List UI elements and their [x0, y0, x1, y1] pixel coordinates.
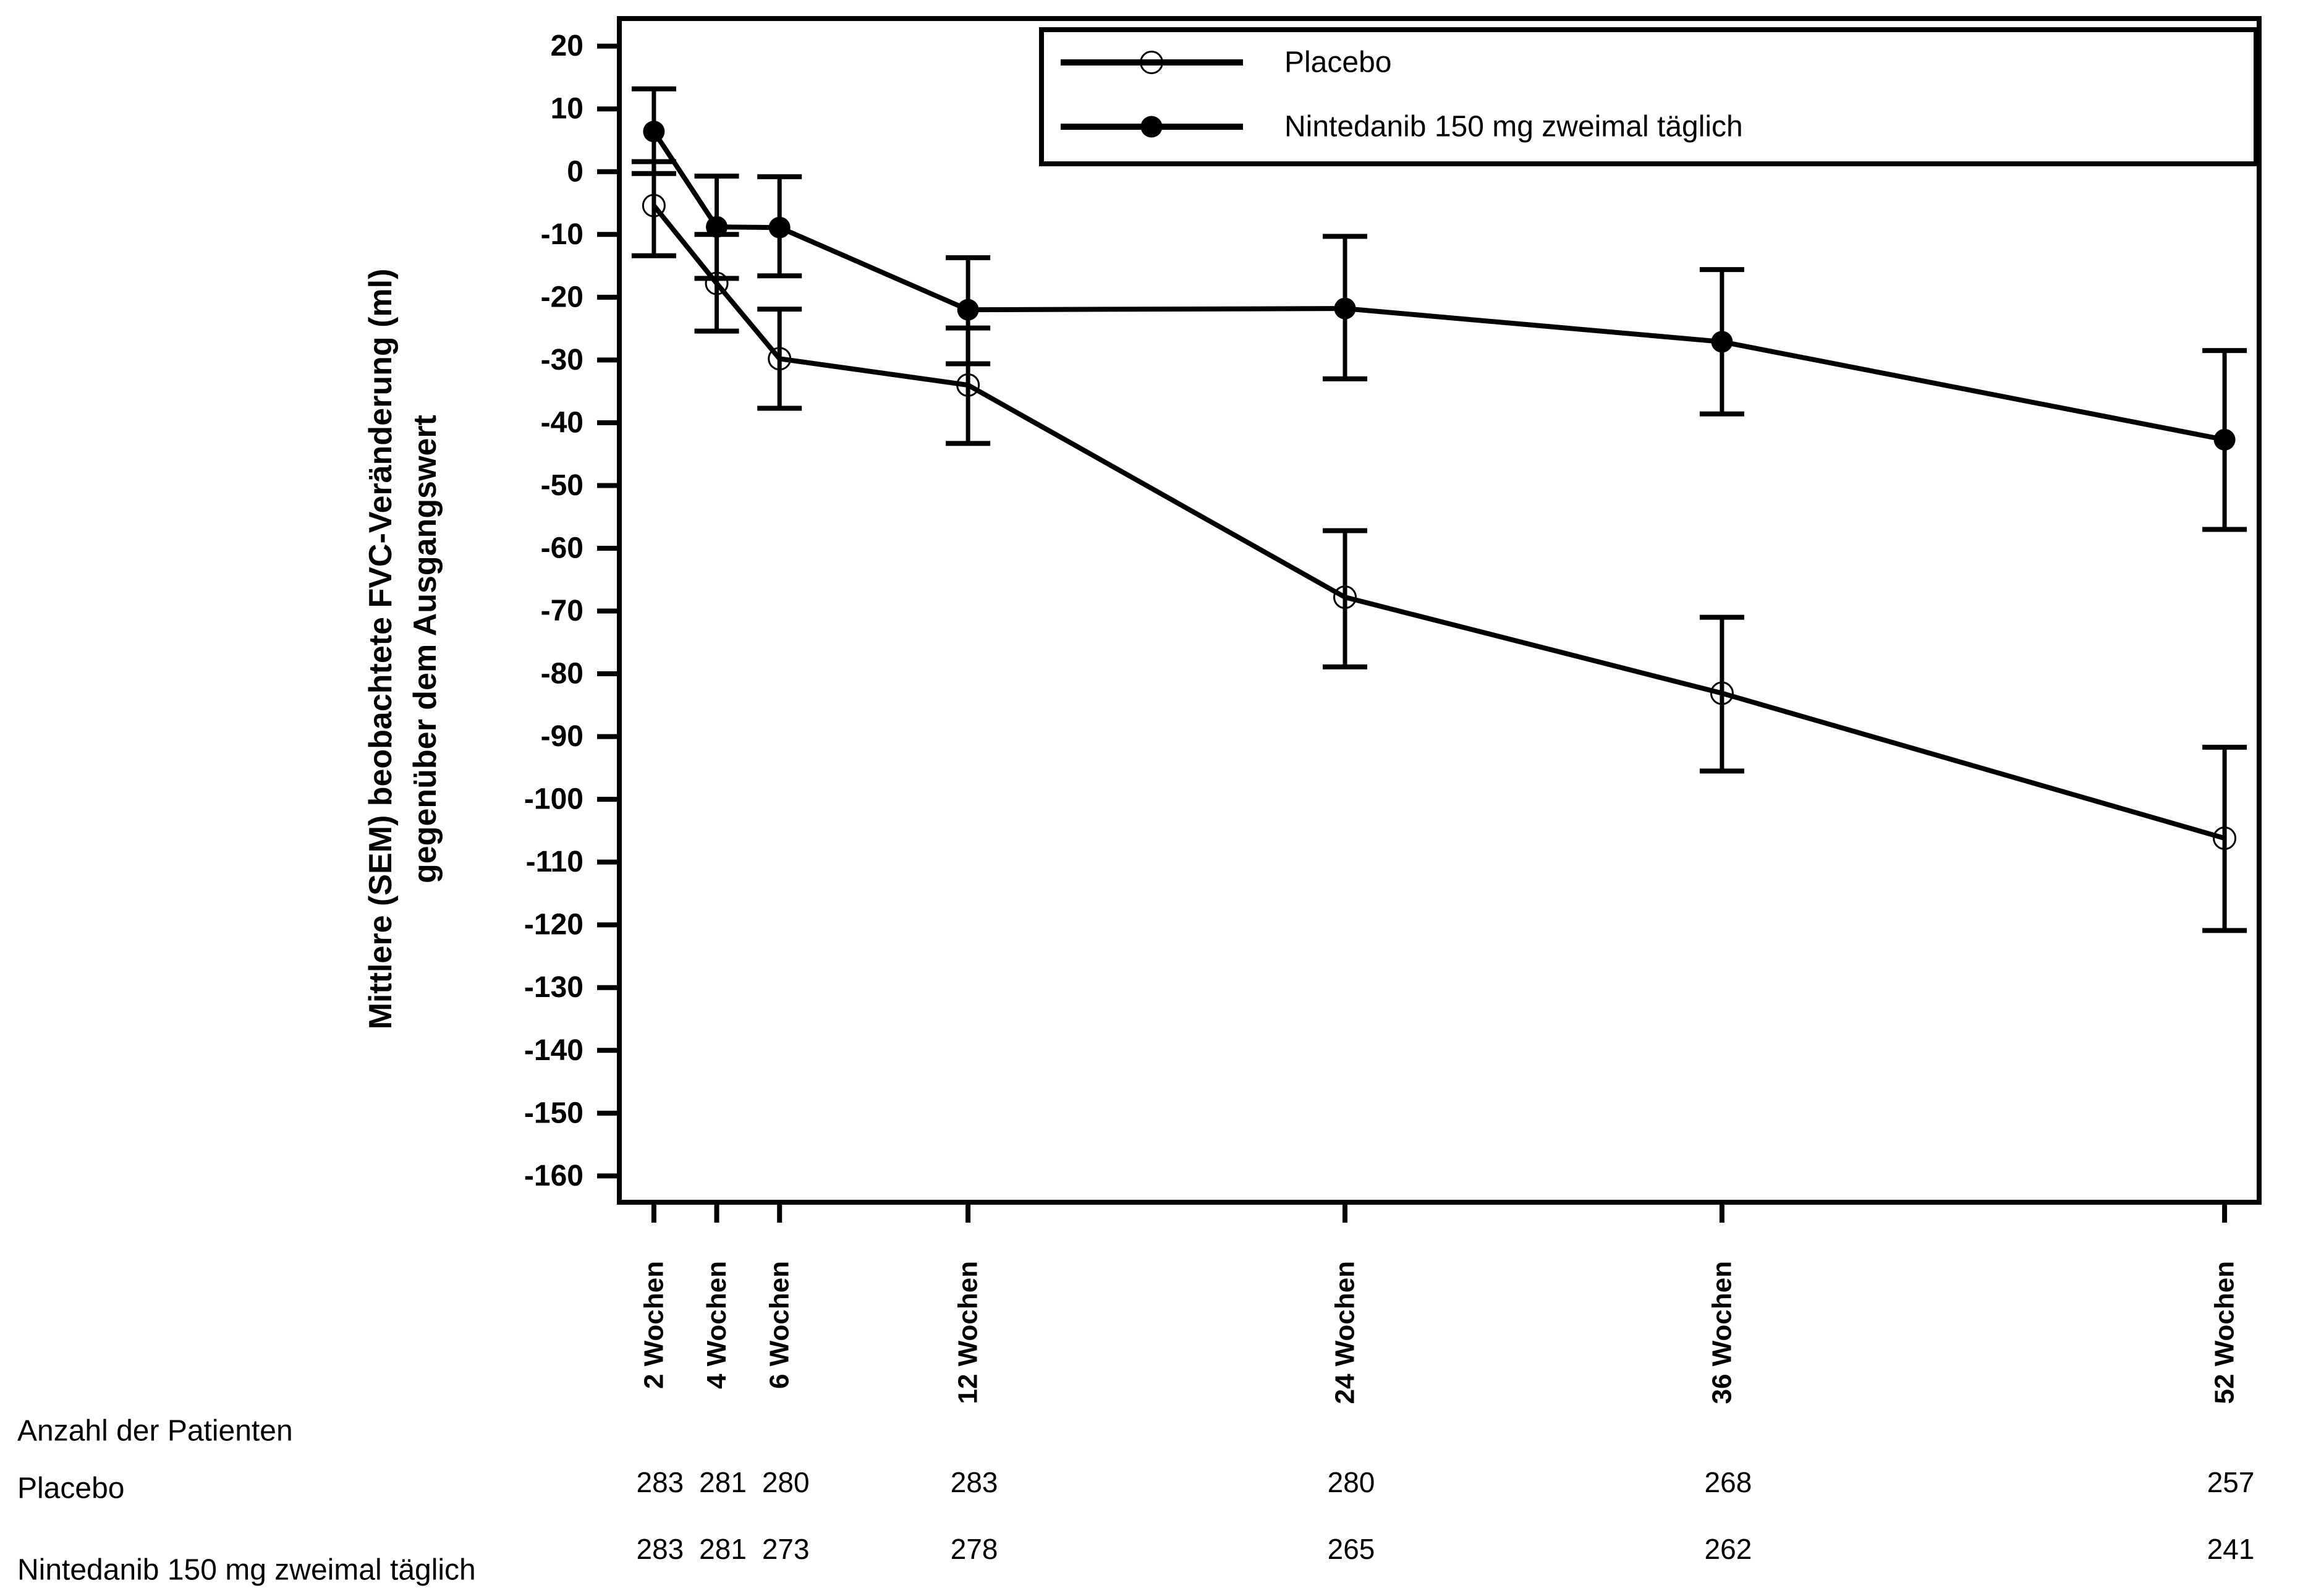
x-tick-label: 4 Wochen [702, 1261, 732, 1389]
plot-frame [617, 16, 2262, 1205]
x-tick-label: 12 Wochen [953, 1261, 983, 1404]
patients-count-nintedanib: 278 [950, 1533, 998, 1565]
marker-filled-circle [1711, 331, 1733, 353]
y-tick-label: -100 [524, 783, 583, 816]
y-tick-label: -110 [526, 846, 583, 878]
patients-count-placebo: 281 [699, 1466, 747, 1498]
x-tick-label: 6 Wochen [765, 1261, 795, 1389]
marker-filled-circle [643, 121, 665, 143]
marker-open-circle [2213, 826, 2237, 851]
marker-filled-circle [2213, 428, 2236, 451]
series-line-placebo [651, 204, 2226, 841]
series-line-nintedanib [651, 130, 2225, 443]
y-tick-label: 20 [551, 30, 583, 62]
y-tick-label: -20 [541, 281, 583, 313]
y-axis-title-line1: Mittlere (SEM) beobachtete FVC-Veränderu… [363, 268, 399, 1030]
patients-count-nintedanib: 283 [636, 1533, 684, 1565]
y-tick-label: 10 [551, 93, 583, 125]
y-tick-label: -150 [524, 1097, 583, 1129]
patients-table-header: Anzahl der Patienten [17, 1414, 293, 1448]
patients-table-row-label-placebo: Placebo [17, 1472, 125, 1505]
y-tick-label: -30 [541, 344, 583, 376]
patients-count-nintedanib: 241 [2207, 1533, 2255, 1565]
y-tick-label: -60 [541, 532, 583, 564]
legend-marker-open-circle [1140, 51, 1163, 74]
y-tick-label: -40 [541, 406, 583, 439]
patients-count-placebo: 283 [950, 1466, 998, 1498]
y-tick-label: -90 [541, 720, 583, 753]
patients-count-placebo: 280 [1327, 1466, 1375, 1498]
marker-filled-circle [957, 299, 979, 321]
marker-open-circle [956, 373, 980, 397]
patients-count-placebo: 268 [1704, 1466, 1752, 1498]
marker-open-circle [768, 347, 792, 371]
y-tick-label: -50 [541, 469, 583, 502]
y-tick-label: -140 [524, 1034, 583, 1067]
marker-filled-circle [706, 216, 728, 238]
marker-filled-circle [1334, 297, 1356, 320]
y-tick-label: -120 [524, 909, 583, 941]
y-axis-title-line2: gegenüber dem Ausgangswert [407, 415, 443, 883]
y-tick-label: -130 [524, 971, 583, 1004]
marker-open-circle [1710, 681, 1734, 705]
y-tick-label: -10 [541, 218, 583, 251]
y-tick-label: -80 [541, 658, 583, 690]
y-tick-label: -160 [524, 1160, 583, 1192]
x-tick-label: 2 Wochen [638, 1261, 669, 1389]
legend-box [1039, 27, 2259, 166]
marker-filled-circle [768, 216, 791, 239]
legend-label-placebo: Placebo [1284, 46, 1392, 79]
marker-open-circle [1333, 585, 1357, 609]
legend-label-nintedanib: Nintedanib 150 mg zweimal täglich [1284, 110, 1743, 143]
patients-count-placebo: 280 [761, 1466, 810, 1498]
y-tick-label: -70 [541, 595, 583, 627]
y-tick-label: 0 [567, 155, 583, 188]
legend-marker-filled-circle [1140, 116, 1163, 138]
marker-open-circle [642, 193, 666, 218]
x-tick-label: 24 Wochen [1330, 1261, 1360, 1404]
patients-count-nintedanib: 273 [761, 1533, 810, 1565]
patients-count-nintedanib: 262 [1704, 1533, 1752, 1565]
patients-count-placebo: 257 [2207, 1466, 2255, 1498]
patients-table-row-label-nintedanib: Nintedanib 150 mg zweimal täglich [17, 1553, 476, 1587]
x-tick-label: 36 Wochen [1707, 1261, 1737, 1404]
patients-count-nintedanib: 281 [699, 1533, 747, 1565]
patients-count-nintedanib: 265 [1327, 1533, 1375, 1565]
x-tick-label: 52 Wochen [2210, 1261, 2240, 1404]
patients-count-placebo: 283 [636, 1466, 684, 1498]
